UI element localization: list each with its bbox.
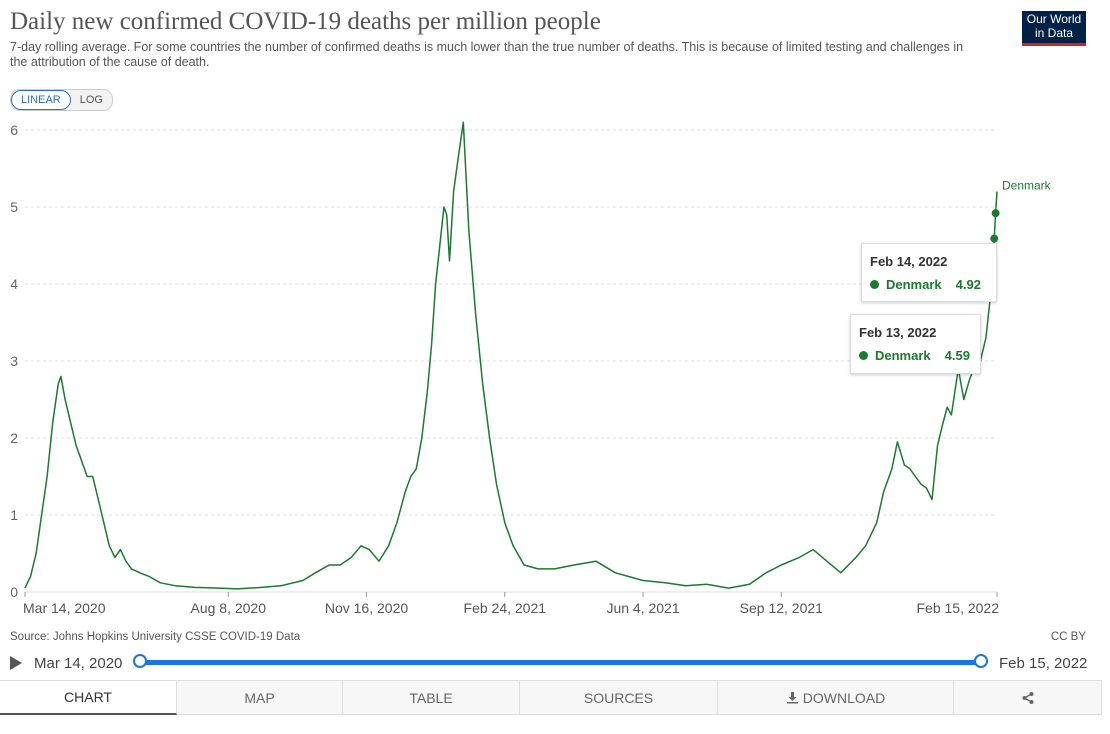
- share-icon: [1022, 691, 1033, 704]
- hover-point: [991, 209, 1000, 218]
- x-tick-label: Jun 4, 2021: [606, 600, 679, 616]
- y-tick-label: 5: [10, 199, 18, 215]
- series-dot-icon: [859, 351, 868, 360]
- y-tick-label: 1: [10, 507, 18, 523]
- tab-share[interactable]: [954, 681, 1102, 715]
- tab-label: TABLE: [409, 689, 453, 706]
- y-axis-ticks: 0 1 2 3 4 5 6: [10, 122, 18, 600]
- tab-label: SOURCES: [583, 689, 654, 706]
- x-tick-label: Nov 16, 2020: [325, 600, 408, 616]
- license-link[interactable]: CC BY: [1050, 631, 1086, 643]
- series-end-label: Denmark: [1002, 179, 1052, 193]
- line-chart: 0 1 2 3 4 5 6 Mar 14, 2020 Aug 8, 2020 Nov 16, 2…: [10, 121, 1052, 616]
- y-tick-label: 2: [10, 430, 18, 446]
- y-tick-label: 4: [10, 276, 18, 292]
- x-tick-label: Feb 24, 2021: [464, 600, 547, 616]
- tab-download[interactable]: DOWNLOAD: [718, 681, 954, 715]
- y-tick-label: 6: [10, 122, 18, 138]
- play-icon[interactable]: [10, 656, 22, 670]
- timeline-start-handle[interactable]: [133, 654, 147, 668]
- tooltip-feb-13: Feb 13, 2022 Denmark 4.59: [850, 314, 981, 374]
- owid-logo[interactable]: Our World in Data: [1022, 11, 1086, 46]
- tab-label: CHART: [64, 689, 112, 705]
- timeline: Mar 14, 2020 Feb 15, 2022: [10, 652, 1100, 674]
- tooltip-value: 4.59: [944, 348, 970, 363]
- scale-toggle[interactable]: LINEAR LOG: [10, 89, 113, 111]
- x-tick-label: Mar 14, 2020: [23, 600, 106, 616]
- logo-line-2: in Data: [1034, 26, 1074, 40]
- tab-label: MAP: [244, 689, 275, 706]
- x-tick-label: Sep 12, 2021: [740, 600, 824, 616]
- tab-sources[interactable]: SOURCES: [520, 681, 718, 715]
- tab-label: DOWNLOAD: [802, 689, 886, 706]
- chart-grid: [25, 129, 997, 593]
- x-tick-label: Feb 15, 2022: [916, 600, 999, 616]
- chart-series: Denmark: [24, 121, 1052, 590]
- timeline-start-label: Mar 14, 2020: [34, 655, 123, 672]
- tooltip-date: Feb 13, 2022: [859, 325, 937, 340]
- download-icon: [786, 692, 798, 704]
- tab-chart[interactable]: CHART: [0, 681, 177, 715]
- y-tick-label: 0: [10, 584, 18, 600]
- linear-scale-button[interactable]: LINEAR: [11, 90, 71, 110]
- timeline-track[interactable]: [141, 660, 982, 665]
- tab-bar: CHART MAP TABLE SOURCES DOWNLOAD: [0, 680, 1102, 715]
- tab-map[interactable]: MAP: [177, 681, 343, 715]
- tooltip-feb-14: Feb 14, 2022 Denmark 4.92: [861, 243, 997, 302]
- source-note[interactable]: Source: Johns Hopkins University CSSE CO…: [10, 631, 301, 643]
- tooltip-value: 4.92: [955, 277, 981, 292]
- tooltip-series: Denmark: [875, 348, 931, 363]
- series-dot-icon: [870, 280, 879, 289]
- chart-title: Daily new confirmed COVID-19 deaths per …: [10, 8, 601, 35]
- tooltip-row: Denmark 4.59: [859, 348, 970, 363]
- logo-line-1: Our World: [1026, 12, 1082, 26]
- x-tick-label: Aug 8, 2020: [190, 600, 266, 616]
- tooltip-series: Denmark: [886, 277, 942, 292]
- hover-point: [990, 234, 999, 243]
- timeline-end-handle[interactable]: [974, 654, 988, 668]
- y-tick-label: 3: [10, 353, 18, 369]
- tab-table[interactable]: TABLE: [343, 681, 520, 715]
- tooltip-row: Denmark 4.92: [870, 277, 981, 292]
- chart-subtitle: 7-day rolling average. For some countrie…: [10, 40, 964, 69]
- log-scale-button[interactable]: LOG: [70, 90, 112, 110]
- timeline-end-label: Feb 15, 2022: [999, 655, 1088, 672]
- tooltip-date: Feb 14, 2022: [870, 254, 948, 269]
- x-axis-ticks: Mar 14, 2020 Aug 8, 2020 Nov 16, 2020 Feb 2…: [23, 592, 999, 616]
- series-line-denmark: [24, 121, 998, 590]
